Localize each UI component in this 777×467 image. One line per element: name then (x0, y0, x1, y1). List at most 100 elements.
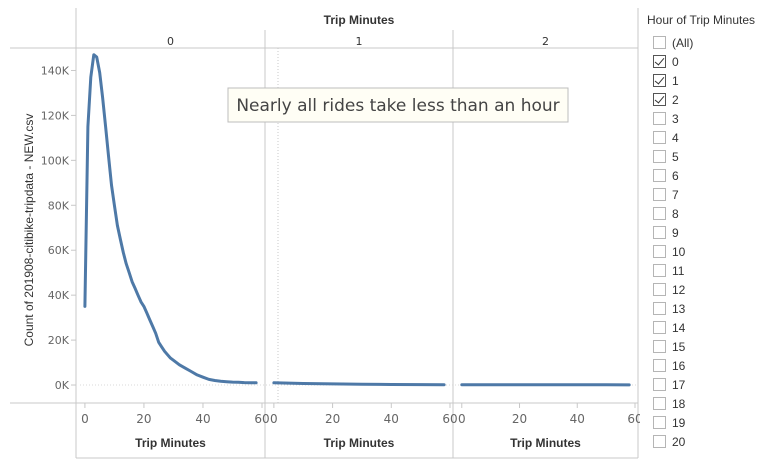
filter-checkbox[interactable] (653, 340, 666, 353)
filter-item-label: 4 (672, 130, 679, 145)
x-axis-label: Trip Minutes (135, 436, 206, 450)
filter-item[interactable]: 2 (642, 90, 774, 109)
filter-item[interactable]: 17 (642, 375, 774, 394)
filter-checkbox[interactable] (653, 245, 666, 258)
series-line-hour-0 (83, 53, 258, 385)
filter-checkbox[interactable] (653, 378, 666, 391)
filter-item[interactable]: 3 (642, 109, 774, 128)
filter-item[interactable]: 7 (642, 185, 774, 204)
filter-checkbox[interactable] (653, 321, 666, 334)
filter-item-label: 17 (672, 377, 686, 392)
filter-item[interactable]: 13 (642, 299, 774, 318)
filter-checkbox[interactable] (653, 359, 666, 372)
filter-item-label: 12 (672, 282, 686, 297)
filter-checkbox[interactable] (653, 169, 666, 182)
y-tick-label: 100K (41, 154, 70, 167)
annotation-text: Nearly all rides take less than an hour (236, 96, 559, 116)
filter-checkbox[interactable] (653, 435, 666, 448)
filter-title: Hour of Trip Minutes (647, 13, 756, 27)
x-axis-label: Trip Minutes (324, 436, 395, 450)
x-tick-label: 20 (136, 412, 151, 426)
filter-item[interactable]: 18 (642, 394, 774, 413)
filter-checkbox[interactable] (653, 93, 666, 106)
filter-item-label: 20 (672, 434, 686, 449)
x-tick-label: 0 (458, 412, 466, 426)
x-tick-label: 60 (442, 412, 457, 426)
filter-checkbox[interactable] (653, 55, 666, 68)
filter-checkbox[interactable] (653, 226, 666, 239)
filter-checkbox[interactable] (653, 283, 666, 296)
filter-item[interactable]: 9 (642, 223, 774, 242)
x-tick-label: 0 (270, 412, 278, 426)
y-tick-label: 140K (41, 64, 70, 77)
x-tick-label: 0 (81, 412, 89, 426)
filter-checkbox[interactable] (653, 112, 666, 125)
filter-item[interactable]: 1 (642, 71, 774, 90)
filter-checkbox[interactable] (653, 74, 666, 87)
filter-item-label: 14 (672, 320, 686, 335)
x-tick-label: 40 (384, 412, 399, 426)
filter-item-label: 6 (672, 168, 679, 183)
filter-item[interactable]: 20 (642, 432, 774, 451)
annotation-box (227, 87, 569, 123)
filter-item-label: (All) (672, 35, 694, 50)
filter-item[interactable]: 5 (642, 147, 774, 166)
filter-item-label: 13 (672, 301, 686, 316)
filter-item[interactable]: 11 (642, 261, 774, 280)
filter-item-label: 16 (672, 358, 686, 373)
x-tick-label: 60 (627, 412, 640, 426)
filter-item-label: 2 (672, 92, 679, 107)
filter-item-label: 11 (672, 263, 685, 278)
filter-item[interactable]: (All) (642, 33, 774, 52)
filter-checkbox[interactable] (653, 397, 666, 410)
x-tick-label: 20 (512, 412, 527, 426)
hour-filter-panel: Hour of Trip Minutes (All) 0 1 2 3 4 5 6 7 8 9 10 11… (642, 8, 774, 463)
y-tick-label: 80K (48, 199, 70, 212)
filter-checkbox[interactable] (653, 302, 666, 315)
filter-item-label: 5 (672, 149, 679, 164)
filter-item-label: 19 (672, 415, 686, 430)
filter-item[interactable]: 15 (642, 337, 774, 356)
filter-list: (All) 0 1 2 3 4 5 6 7 8 9 10 11 12 13 14 15 16 17 18 19 20 (642, 33, 774, 451)
x-axis-label: Trip Minutes (510, 436, 581, 450)
filter-item-label: 8 (672, 206, 679, 221)
filter-item[interactable]: 16 (642, 356, 774, 375)
panel-header-label: 0 (167, 35, 174, 48)
filter-item-label: 18 (672, 396, 686, 411)
filter-item-label: 10 (672, 244, 686, 259)
x-tick-label: 20 (325, 412, 340, 426)
filter-item[interactable]: 4 (642, 128, 774, 147)
filter-checkbox[interactable] (653, 188, 666, 201)
filter-item[interactable]: 14 (642, 318, 774, 337)
y-tick-label: 0K (55, 379, 70, 392)
filter-item[interactable]: 0 (642, 52, 774, 71)
filter-checkbox[interactable] (653, 264, 666, 277)
filter-item-label: 0 (672, 54, 679, 69)
x-tick-label: 40 (570, 412, 585, 426)
filter-item[interactable]: 10 (642, 242, 774, 261)
x-tick-label: 60 (254, 412, 269, 426)
filter-item-label: 3 (672, 111, 679, 126)
filter-checkbox[interactable] (653, 416, 666, 429)
filter-item-label: 9 (672, 225, 679, 240)
y-axis-label: Count of 201908-citibike-tripdata - NEW.… (22, 114, 36, 347)
panel-header-label: 2 (542, 35, 549, 48)
filter-item-label: 15 (672, 339, 686, 354)
y-tick-label: 60K (48, 244, 70, 257)
y-tick-label: 20K (48, 334, 70, 347)
chart-title: Trip Minutes (324, 13, 395, 27)
filter-checkbox[interactable] (653, 150, 666, 163)
filter-item[interactable]: 6 (642, 166, 774, 185)
filter-checkbox[interactable] (653, 36, 666, 49)
series-line-hour-1 (272, 381, 446, 387)
filter-checkbox[interactable] (653, 131, 666, 144)
panel-header-label: 1 (356, 35, 363, 48)
filter-checkbox[interactable] (653, 207, 666, 220)
y-tick-label: 40K (48, 289, 70, 302)
filter-item-label: 1 (672, 73, 679, 88)
filter-item[interactable]: 12 (642, 280, 774, 299)
filter-item[interactable]: 19 (642, 413, 774, 432)
filter-item[interactable]: 8 (642, 204, 774, 223)
y-tick-label: 120K (41, 109, 70, 122)
